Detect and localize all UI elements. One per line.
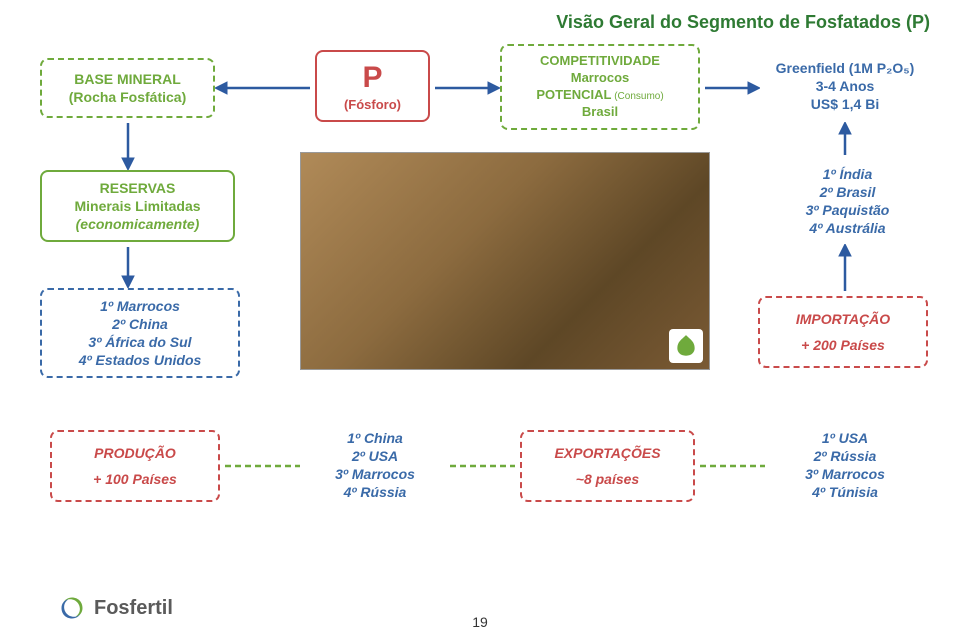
label: 3º Marrocos xyxy=(335,465,415,483)
label: EXPORTAÇÕES xyxy=(554,444,660,462)
label: RESERVAS xyxy=(100,179,176,197)
label: 3º Paquistão xyxy=(806,201,890,219)
label: (Fósforo) xyxy=(344,97,401,114)
box-rank-reservas: 1º Marrocos 2º China 3º África do Sul 4º… xyxy=(40,288,240,378)
label: POTENCIAL (Consumo) xyxy=(536,87,663,104)
box-exportacoes: EXPORTAÇÕES ~8 países xyxy=(520,430,695,502)
label: IMPORTAÇÃO xyxy=(796,310,890,328)
arrow xyxy=(118,242,138,288)
product-photo xyxy=(300,152,710,370)
label: 2º China xyxy=(112,315,168,333)
label: 4º Estados Unidos xyxy=(79,351,202,369)
box-rank-producao: 1º China 2º USA 3º Marrocos 4º Rússia xyxy=(305,422,445,508)
box-base-mineral: BASE MINERAL (Rocha Fosfática) xyxy=(40,58,215,118)
brand-logo: Fosfertil xyxy=(58,594,173,622)
label: PRODUÇÃO xyxy=(94,444,176,462)
label: + 200 Países xyxy=(801,336,885,354)
box-producao: PRODUÇÃO + 100 Países xyxy=(50,430,220,502)
label: 3-4 Anos xyxy=(816,77,875,95)
label: US$ 1,4 Bi xyxy=(811,95,879,113)
swirl-icon xyxy=(58,594,86,622)
label: P xyxy=(362,58,382,97)
label: Brasil xyxy=(582,104,618,121)
label: Marrocos xyxy=(571,70,630,87)
box-p: P (Fósforo) xyxy=(315,50,430,122)
label: 1º China xyxy=(347,429,403,447)
label: 4º Austrália xyxy=(809,219,885,237)
arrow xyxy=(835,244,855,296)
box-reservas: RESERVAS Minerais Limitadas (economicame… xyxy=(40,170,235,242)
arrow-dash xyxy=(220,456,305,476)
box-rank-consumo: 1º Índia 2º Brasil 3º Paquistão 4º Austr… xyxy=(770,158,925,244)
arrow xyxy=(430,78,500,98)
box-greenfield: Greenfield (1M P₂O₅) 3-4 Anos US$ 1,4 Bi xyxy=(755,50,935,122)
label: 3º Marrocos xyxy=(805,465,885,483)
label: Minerais Limitadas xyxy=(74,197,200,215)
label: 2º USA xyxy=(352,447,398,465)
label: 1º USA xyxy=(822,429,868,447)
label: (Rocha Fosfática) xyxy=(69,88,186,106)
label: + 100 Países xyxy=(93,470,177,488)
label: 4º Túnisia xyxy=(812,483,878,501)
label: BASE MINERAL xyxy=(74,70,181,88)
label: 2º Brasil xyxy=(820,183,876,201)
label: (economicamente) xyxy=(76,215,200,233)
label: 2º Rússia xyxy=(814,447,877,465)
box-importacao: IMPORTAÇÃO + 200 Países xyxy=(758,296,928,368)
label: Greenfield (1M P₂O₅) xyxy=(776,59,915,77)
label: COMPETITIVIDADE xyxy=(540,53,660,70)
arrow-dash xyxy=(445,456,520,476)
page-title: Visão Geral do Segmento de Fosfatados (P… xyxy=(556,12,930,33)
label: 4º Rússia xyxy=(344,483,407,501)
arrow-dash xyxy=(695,456,770,476)
label: 1º Índia xyxy=(823,165,872,183)
arrow xyxy=(835,122,855,160)
box-rank-export: 1º USA 2º Rússia 3º Marrocos 4º Túnisia xyxy=(770,422,920,508)
arrow xyxy=(215,78,315,98)
arrow xyxy=(700,78,760,98)
box-competitividade: COMPETITIVIDADE Marrocos POTENCIAL (Cons… xyxy=(500,44,700,130)
brand-text: Fosfertil xyxy=(94,597,173,620)
label: 1º Marrocos xyxy=(100,297,180,315)
arrow xyxy=(118,118,138,170)
page-number: 19 xyxy=(472,614,488,630)
label: 3º África do Sul xyxy=(88,333,191,351)
leaf-icon xyxy=(669,329,703,363)
label: ~8 países xyxy=(576,470,639,488)
